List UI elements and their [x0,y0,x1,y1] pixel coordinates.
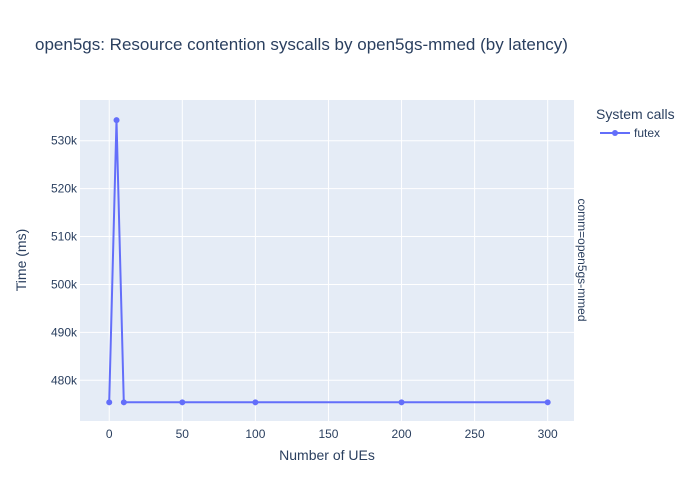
legend-title: System calls [596,106,675,122]
data-point-futex[interactable] [544,399,551,406]
facet-label: comm=open5gs-mmed [575,198,589,321]
data-point-futex[interactable] [113,117,120,124]
x-gridlines [108,100,549,421]
y-gridlines [80,140,574,381]
y-tick-label: 510k [51,230,78,244]
x-tick-label: 300 [538,427,558,441]
y-tick-label: 500k [51,277,78,291]
x-tick-label: 50 [176,427,190,441]
x-tick-label: 200 [392,427,412,441]
x-tick-label: 250 [465,427,485,441]
data-point-futex[interactable] [106,399,113,406]
data-point-futex[interactable] [179,399,186,406]
legend-label-futex: futex [634,126,660,140]
data-point-futex[interactable] [120,399,127,406]
legend[interactable]: System calls futex [596,106,675,140]
y-tick-label: 520k [51,182,78,196]
y-tick-label: 480k [51,373,78,387]
y-axis-title: Time (ms) [13,229,29,291]
x-axis-title: Number of UEs [279,447,375,463]
x-tick-label: 0 [106,427,113,441]
y-tick-labels: 480k 490k 500k 510k 520k 530k [51,134,78,388]
series-layer [106,117,551,406]
y-tick-label: 490k [51,325,78,339]
data-point-futex[interactable] [398,399,405,406]
data-point-futex[interactable] [252,399,259,406]
plot-area [80,100,574,421]
x-tick-label: 150 [318,427,338,441]
legend-marker-futex [612,130,618,136]
x-tick-labels: 0 50 100 150 200 250 300 [106,427,558,441]
chart-title: open5gs: Resource contention syscalls by… [35,35,568,54]
x-tick-label: 100 [245,427,265,441]
y-tick-label: 530k [51,134,78,148]
